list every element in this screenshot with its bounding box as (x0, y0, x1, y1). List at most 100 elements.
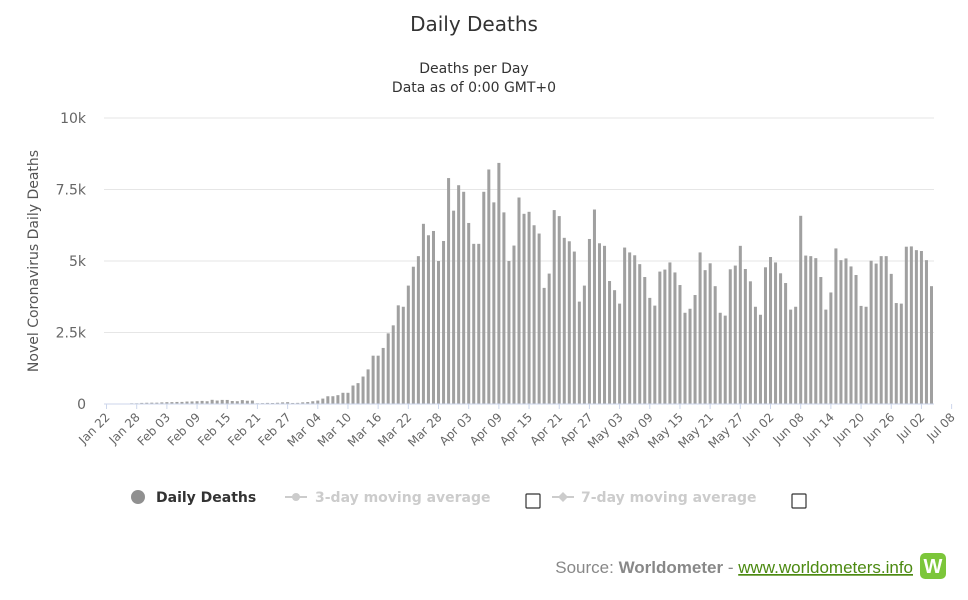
bar[interactable] (442, 240, 446, 404)
bar[interactable] (396, 305, 400, 404)
bar[interactable] (899, 303, 903, 404)
bar[interactable] (140, 402, 144, 404)
bar[interactable] (311, 401, 315, 404)
bar[interactable] (849, 266, 853, 404)
bar[interactable] (356, 383, 360, 404)
bar[interactable] (180, 401, 184, 404)
bar[interactable] (376, 355, 380, 404)
bar[interactable] (421, 223, 425, 404)
bar[interactable] (829, 292, 833, 404)
bar[interactable] (401, 306, 405, 404)
checkbox-7-day-average[interactable] (791, 493, 807, 509)
bar[interactable] (507, 261, 511, 404)
bar[interactable] (753, 306, 757, 404)
bar[interactable] (220, 399, 224, 404)
bar[interactable] (326, 396, 330, 404)
bar[interactable] (743, 269, 747, 404)
bar[interactable] (819, 277, 823, 404)
bar[interactable] (235, 401, 239, 404)
bar[interactable] (431, 230, 435, 404)
bar[interactable] (557, 216, 561, 404)
bar[interactable] (250, 400, 254, 404)
bar[interactable] (587, 238, 591, 404)
bar[interactable] (145, 402, 149, 404)
legend-item-daily-deaths[interactable]: Daily Deaths (131, 490, 256, 506)
bar[interactable] (597, 243, 601, 404)
bar[interactable] (185, 401, 189, 404)
bar[interactable] (170, 402, 174, 404)
bar[interactable] (462, 191, 466, 404)
bar[interactable] (698, 252, 702, 404)
bar[interactable] (648, 297, 652, 404)
bar[interactable] (864, 306, 868, 404)
bar[interactable] (426, 235, 430, 404)
bar[interactable] (884, 256, 888, 404)
bar[interactable] (678, 285, 682, 404)
bar[interactable] (909, 246, 913, 404)
bar[interactable] (572, 251, 576, 404)
source-link[interactable]: www.worldometers.info (737, 558, 913, 577)
bar[interactable] (265, 402, 269, 404)
bar[interactable] (477, 243, 481, 404)
bar[interactable] (366, 369, 370, 404)
bar[interactable] (527, 211, 531, 404)
bar[interactable] (784, 283, 788, 404)
bar[interactable] (351, 385, 355, 404)
bar[interactable] (532, 225, 536, 404)
bar[interactable] (472, 243, 476, 404)
bar[interactable] (467, 222, 471, 404)
bar[interactable] (603, 245, 607, 404)
bar[interactable] (195, 401, 199, 404)
bar[interactable] (874, 263, 878, 404)
bar[interactable] (245, 400, 249, 404)
bar[interactable] (381, 347, 385, 404)
bar[interactable] (386, 333, 390, 404)
bar[interactable] (276, 402, 280, 404)
bar[interactable] (336, 395, 340, 404)
bar[interactable] (854, 275, 858, 404)
bar[interactable] (567, 241, 571, 404)
bar[interactable] (592, 209, 596, 404)
bar[interactable] (361, 376, 365, 404)
bar[interactable] (150, 402, 154, 404)
bar[interactable] (341, 392, 345, 404)
bar[interactable] (693, 295, 697, 404)
bar[interactable] (628, 252, 632, 404)
bar[interactable] (769, 257, 773, 404)
bar[interactable] (205, 401, 209, 404)
bar[interactable] (814, 258, 818, 404)
bar[interactable] (904, 246, 908, 404)
bar[interactable] (552, 210, 556, 404)
bar[interactable] (929, 286, 933, 404)
bar[interactable] (406, 285, 410, 404)
bar[interactable] (623, 247, 627, 404)
bar[interactable] (291, 402, 295, 404)
bar[interactable] (296, 402, 300, 404)
bar[interactable] (894, 303, 898, 404)
bar[interactable] (522, 213, 526, 404)
bar[interactable] (713, 286, 717, 404)
bar[interactable] (688, 308, 692, 404)
bar[interactable] (844, 258, 848, 404)
bar[interactable] (452, 210, 456, 404)
bar[interactable] (763, 267, 767, 404)
bar[interactable] (281, 402, 285, 404)
bar[interactable] (562, 237, 566, 404)
bar[interactable] (728, 269, 732, 404)
bar[interactable] (190, 401, 194, 404)
bar[interactable] (723, 315, 727, 404)
bar[interactable] (210, 399, 214, 404)
bar[interactable] (346, 392, 350, 404)
bar[interactable] (447, 178, 451, 404)
bar[interactable] (200, 400, 204, 404)
bar[interactable] (331, 396, 335, 404)
bar[interactable] (733, 265, 737, 404)
bar[interactable] (175, 401, 179, 404)
bar[interactable] (718, 312, 722, 404)
bar[interactable] (457, 185, 461, 404)
bar[interactable] (758, 314, 762, 404)
bar[interactable] (416, 256, 420, 404)
bar[interactable] (306, 402, 310, 404)
bar[interactable] (658, 271, 662, 404)
bar[interactable] (321, 398, 325, 404)
